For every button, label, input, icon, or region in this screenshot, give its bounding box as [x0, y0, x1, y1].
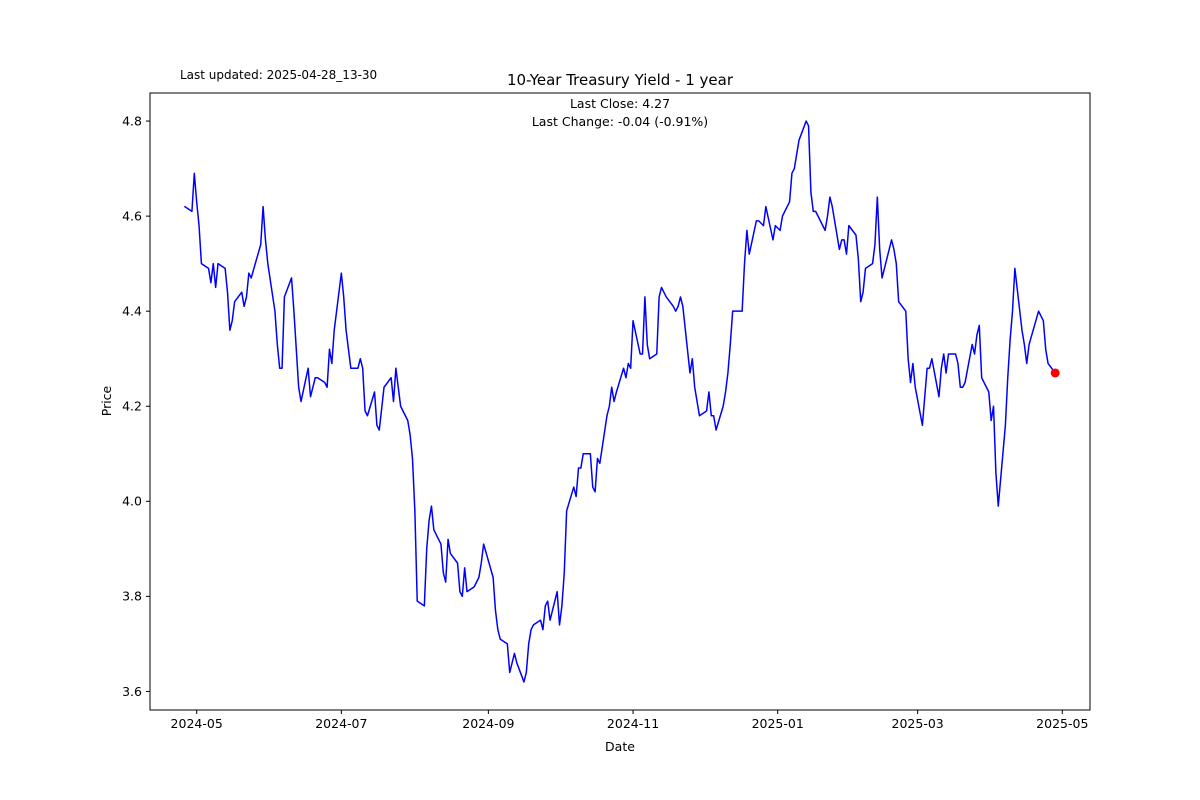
last-updated-text: Last updated: 2025-04-28_13-30 [180, 68, 378, 82]
x-tick-label: 2024-07 [315, 716, 367, 731]
last-close-text: Last Close: 4.27 [569, 96, 671, 111]
y-axis-label: Price [99, 385, 114, 417]
x-tick-label: 2024-11 [607, 716, 659, 731]
x-tick-label: 2025-01 [752, 716, 804, 731]
x-tick-label: 2025-03 [892, 716, 944, 731]
price-line [184, 120, 1056, 683]
y-tick-label: 4.6 [122, 208, 142, 223]
y-tick-label: 3.6 [122, 684, 142, 699]
axes-frame [149, 92, 1091, 711]
x-axis-label: Date [605, 739, 635, 754]
last-point-marker [1050, 368, 1060, 378]
y-tick-label: 4.2 [122, 399, 142, 414]
y-tick-label: 4.0 [122, 494, 142, 509]
x-tick-label: 2025-05 [1036, 716, 1088, 731]
y-tick-label: 4.4 [122, 303, 142, 318]
x-tick-label: 2024-05 [171, 716, 223, 731]
y-tick-label: 3.8 [122, 589, 142, 604]
last-change-text: Last Change: -0.04 (-0.91%) [531, 114, 709, 129]
y-tick-label: 4.8 [122, 113, 142, 128]
x-tick-label: 2024-09 [462, 716, 514, 731]
chart-title: 10-Year Treasury Yield - 1 year [506, 71, 734, 89]
